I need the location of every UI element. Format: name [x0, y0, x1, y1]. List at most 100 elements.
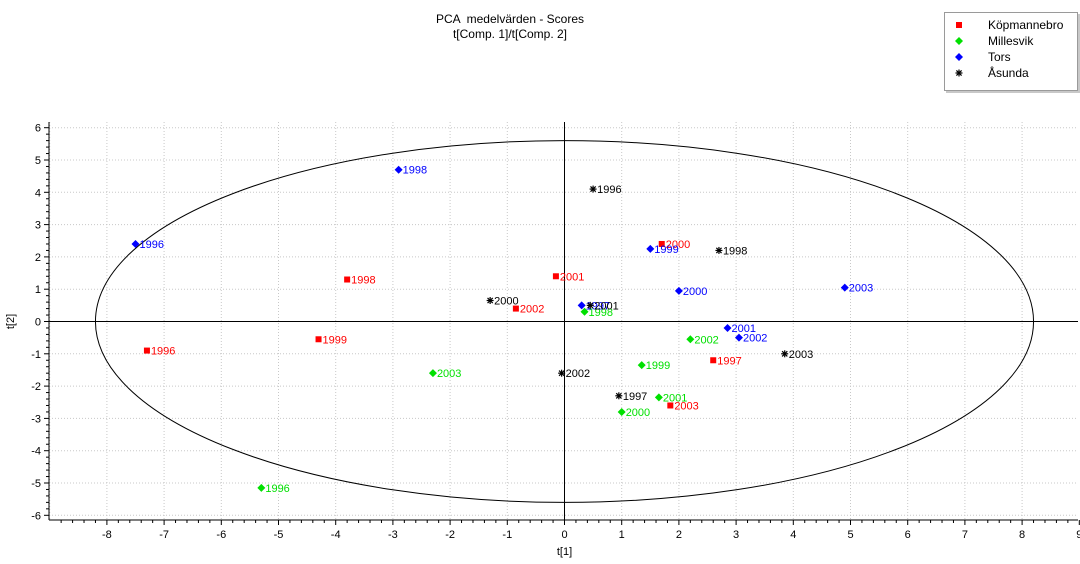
data-point	[589, 185, 597, 193]
x-tick-label: 2	[676, 529, 682, 541]
data-label: 1999	[654, 244, 678, 256]
y-tick-label: 4	[35, 187, 41, 199]
legend-marker-shape	[955, 69, 963, 77]
data-label: 2003	[849, 283, 873, 295]
data-point	[344, 276, 351, 283]
x-tick-label: 5	[847, 529, 853, 541]
data-point	[674, 286, 683, 295]
chart-title-block: PCA medelvärden - Scores t[Comp. 1]/t[Co…	[300, 12, 720, 42]
data-point	[486, 297, 494, 305]
x-tick-label: -8	[102, 529, 112, 541]
x-axis-label: t[1]	[557, 546, 572, 558]
data-point	[710, 357, 717, 364]
legend-label: Åsunda	[988, 66, 1029, 80]
chart-title: PCA medelvärden - Scores	[435, 12, 585, 26]
data-point	[646, 244, 655, 253]
legend-item: Tors	[945, 49, 1077, 65]
data-point	[428, 369, 437, 378]
legend-marker	[955, 69, 963, 77]
data-label: 2000	[683, 286, 707, 298]
x-tick-label: 1	[619, 529, 625, 541]
data-point	[734, 333, 743, 342]
x-tick-label: -1	[502, 529, 512, 541]
data-point	[654, 393, 663, 402]
data-point	[586, 301, 594, 309]
legend-label: Tors	[988, 50, 1011, 64]
data-label: 1996	[140, 239, 164, 251]
y-tick-label: -1	[31, 349, 41, 361]
y-tick-label: 3	[35, 220, 41, 232]
data-label: 1998	[351, 275, 375, 287]
data-label: 2002	[694, 334, 718, 346]
data-point	[840, 283, 849, 292]
x-tick-label: -3	[388, 529, 398, 541]
x-tick-label: 9	[1076, 529, 1080, 541]
legend-item: Köpmannebro	[945, 17, 1077, 33]
data-point	[637, 361, 646, 370]
data-label: 1996	[597, 184, 621, 196]
data-label: 1997	[717, 355, 741, 367]
legend: Köpmannebro Millesvik Tors Åsunda	[944, 12, 1078, 91]
data-label: 2003	[789, 349, 813, 361]
data-label: 2001	[663, 392, 687, 404]
legend-marker-shape	[955, 37, 963, 45]
chart-subtitle: t[Comp. 1]/t[Comp. 2]	[452, 27, 568, 41]
x-tick-label: 7	[962, 529, 968, 541]
y-tick-label: 0	[35, 317, 41, 329]
legend-marker-shape	[956, 22, 962, 28]
legend-item: Millesvik	[945, 33, 1077, 49]
data-point	[615, 392, 623, 400]
data-point	[131, 239, 140, 248]
data-point	[257, 483, 266, 492]
series-1: 1996 1998 1999 2000 2001 2002 2003	[257, 307, 719, 495]
y-tick-label: -2	[31, 381, 41, 393]
data-label: 1996	[265, 483, 289, 495]
y-tick-label: 2	[35, 252, 41, 264]
legend-label: Millesvik	[988, 34, 1034, 48]
data-label: 2002	[743, 333, 767, 345]
x-tick-label: 3	[733, 529, 739, 541]
x-tick-label: 6	[905, 529, 911, 541]
data-point	[143, 347, 150, 354]
data-point	[658, 240, 665, 247]
data-point	[715, 246, 723, 254]
data-label: 1998	[723, 245, 747, 257]
legend-marker	[955, 53, 963, 61]
data-point	[558, 369, 566, 377]
data-point	[686, 335, 695, 344]
y-tick-label: 5	[35, 155, 41, 167]
legend-marker-shape	[955, 53, 963, 61]
data-label: 2000	[494, 296, 518, 308]
legend-label: Köpmannebro	[988, 18, 1064, 32]
data-label: 2002	[520, 304, 544, 316]
data-label: 2000	[626, 407, 650, 419]
data-label: 2001	[732, 323, 756, 335]
x-tick-label: 0	[561, 529, 567, 541]
x-tick-label: -2	[445, 529, 455, 541]
x-tick-label: 8	[1019, 529, 1025, 541]
data-label: 2000	[666, 239, 690, 251]
data-label: 1998	[589, 307, 613, 319]
data-point	[781, 350, 789, 358]
y-tick-label: 1	[35, 284, 41, 296]
data-point	[667, 402, 674, 409]
data-label: 1999	[646, 360, 670, 372]
y-tick-label: 6	[35, 123, 41, 135]
data-point	[315, 336, 322, 343]
data-label: 2001	[594, 300, 618, 312]
y-tick-label: -3	[31, 413, 41, 425]
data-label: 2003	[437, 368, 461, 380]
y-tick-label: -5	[31, 478, 41, 490]
y-tick-label: -4	[31, 446, 41, 458]
data-label: 2003	[674, 400, 698, 412]
data-point	[580, 307, 589, 316]
legend-item: Åsunda	[945, 65, 1077, 81]
y-tick-label: -6	[31, 510, 41, 522]
data-label: 1998	[403, 165, 427, 177]
data-point	[617, 407, 626, 416]
confidence-ellipse	[94, 140, 1035, 503]
